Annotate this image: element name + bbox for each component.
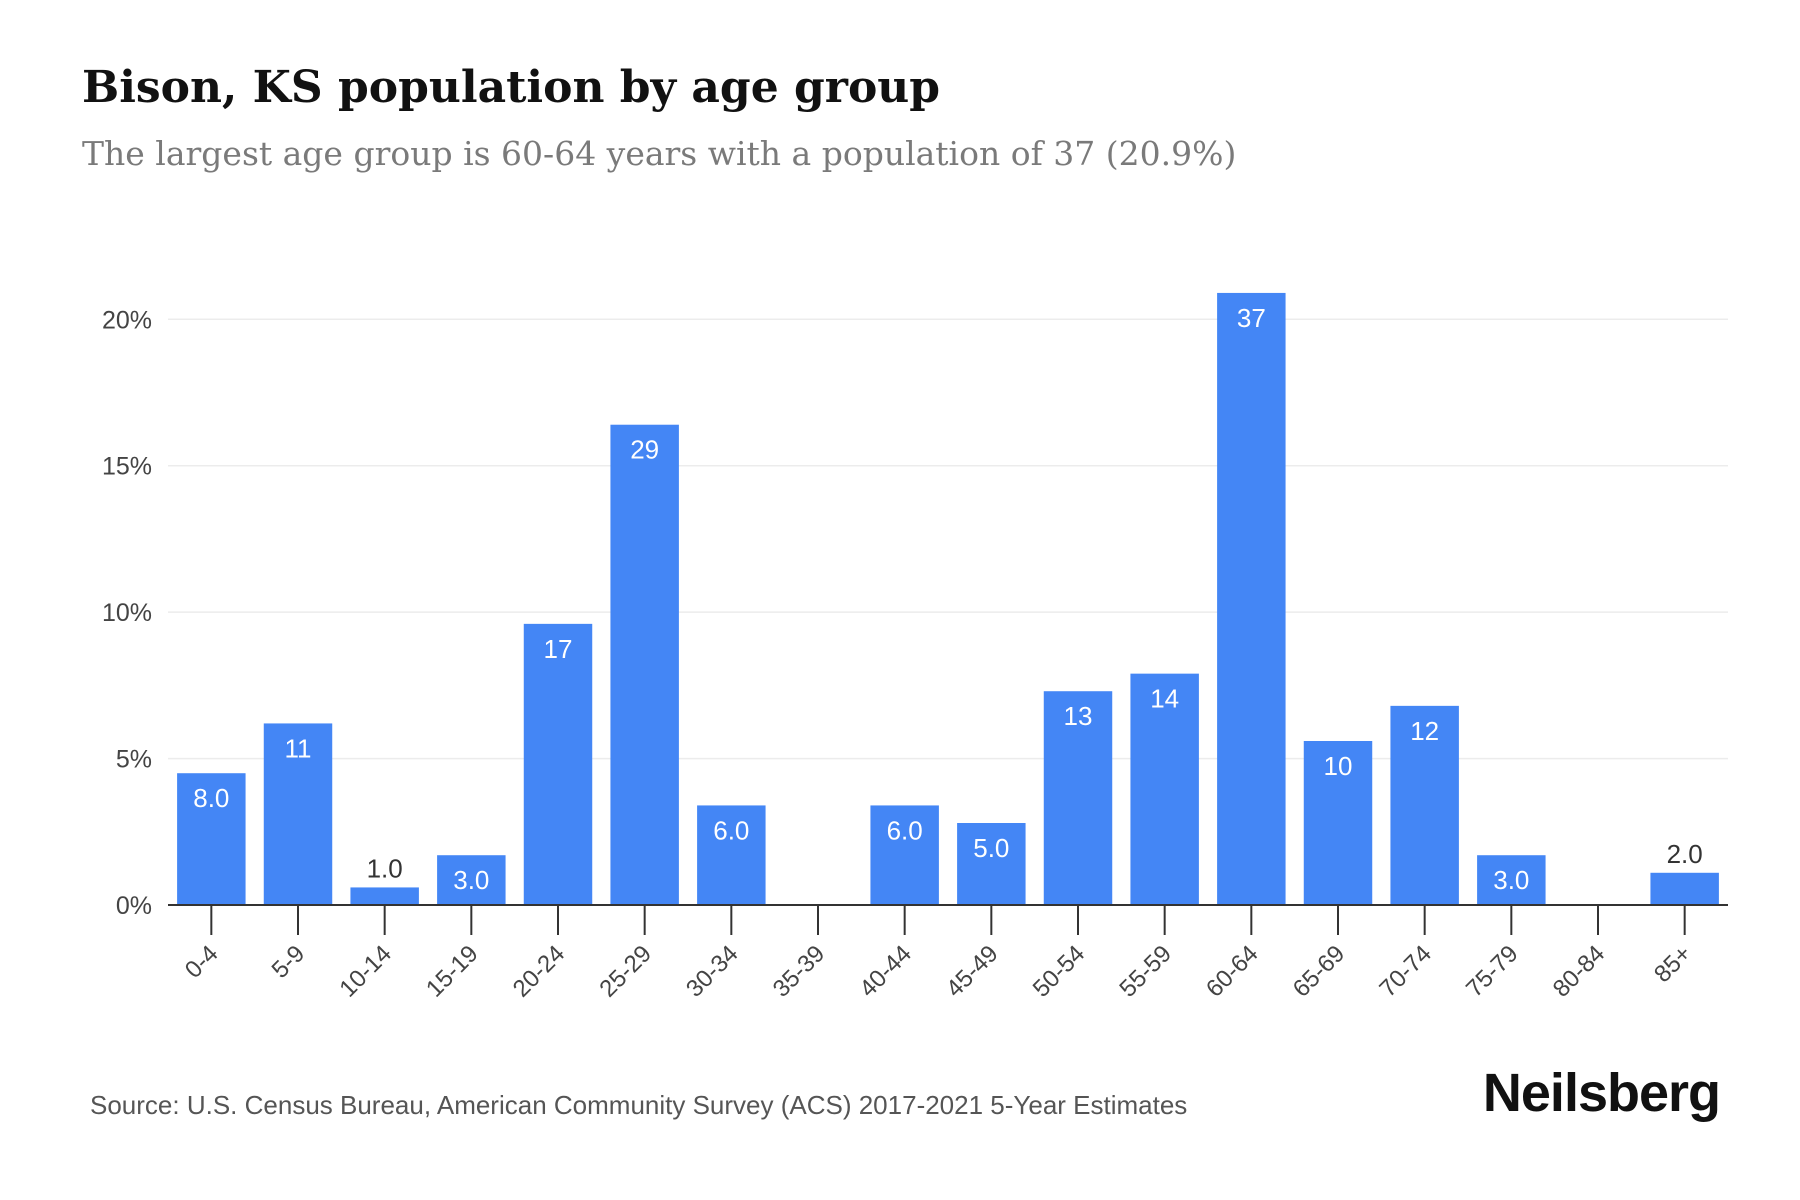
gridlines [168, 318, 1728, 760]
bar [957, 823, 1026, 905]
bar-value-label: 2.0 [1667, 839, 1703, 869]
bar [1130, 673, 1199, 905]
x-tick-label: 25-29 [594, 940, 657, 1003]
bar [1390, 705, 1459, 905]
x-tick-label: 40-44 [854, 940, 917, 1003]
chart-subtitle: The largest age group is 60-64 years wit… [82, 134, 1237, 173]
bar-value-label: 3.0 [453, 865, 489, 895]
x-tick-label: 70-74 [1374, 940, 1437, 1003]
bar [610, 424, 679, 905]
x-tick-label: 80-84 [1548, 940, 1611, 1003]
bar [177, 773, 246, 905]
bar-value-label: 14 [1150, 684, 1179, 714]
bar [263, 723, 333, 905]
brand-logo: Neilsberg [1482, 1063, 1721, 1123]
bar [697, 805, 766, 905]
bar-value-label: 29 [630, 435, 659, 465]
x-tick-label: 35-39 [768, 940, 831, 1003]
x-tick-label: 55-59 [1114, 940, 1177, 1003]
x-tick-label: 85+ [1649, 940, 1697, 988]
bar [1043, 691, 1113, 905]
bar-value-label: 13 [1064, 701, 1093, 731]
bar-value-label: 8.0 [193, 783, 229, 813]
bar-value-label: 6.0 [887, 815, 923, 845]
y-tick-label: 15% [102, 453, 152, 481]
x-tick-label: 45-49 [941, 940, 1004, 1003]
bar-value-label: 5.0 [973, 833, 1009, 863]
x-tick-label: 15-19 [421, 940, 484, 1003]
x-tick-label: 5-9 [267, 940, 311, 984]
bars [177, 292, 1719, 905]
bar-value-label: 1.0 [367, 853, 403, 883]
bar-value-label: 11 [285, 733, 312, 763]
bar [870, 805, 939, 905]
bar-value-label: 17 [544, 634, 573, 664]
x-axis: 0-4 5-9 10-14 15-19 20-24 25-29 30-34 35-39 40-4… [168, 904, 1728, 1003]
x-tick-label: 65-69 [1288, 940, 1351, 1003]
x-tick-label: 10-14 [334, 940, 397, 1003]
y-tick-label: 10% [102, 599, 152, 627]
bar-value-label: 37 [1237, 303, 1266, 333]
y-tick-label: 20% [102, 306, 152, 334]
y-tick-label: 5% [116, 746, 152, 774]
bar-value-label: 3.0 [1493, 865, 1529, 895]
y-axis-ticks: 0% 5% 10% 15% 20% [102, 306, 152, 920]
bar [523, 623, 593, 905]
bar [1217, 292, 1286, 905]
x-tick-label: 30-34 [681, 940, 744, 1003]
bar-value-label: 10 [1324, 751, 1353, 781]
bar [1303, 741, 1373, 905]
bar [1650, 872, 1719, 905]
x-tick-label: 50-54 [1028, 940, 1091, 1003]
bar [1477, 855, 1546, 905]
bar-value-label: 12 [1410, 716, 1439, 746]
x-tick-label: 0-4 [180, 940, 224, 984]
bar-value-labels: 8.0 11 1.0 3.0 17 29 6.0 6.0 5.0 13 14 37 10 12 3.0 2.0 [193, 303, 1702, 895]
bar [350, 887, 419, 905]
x-tick-label: 75-79 [1461, 940, 1524, 1003]
x-tick-label: 60-64 [1201, 940, 1264, 1003]
x-tick-label: 20-24 [508, 940, 571, 1003]
chart-title: Bison, KS population by age group [82, 62, 941, 113]
bar-value-label: 6.0 [713, 815, 749, 845]
source-note: Source: U.S. Census Bureau, American Com… [90, 1090, 1188, 1120]
y-tick-label: 0% [116, 892, 152, 920]
bar [437, 855, 506, 905]
